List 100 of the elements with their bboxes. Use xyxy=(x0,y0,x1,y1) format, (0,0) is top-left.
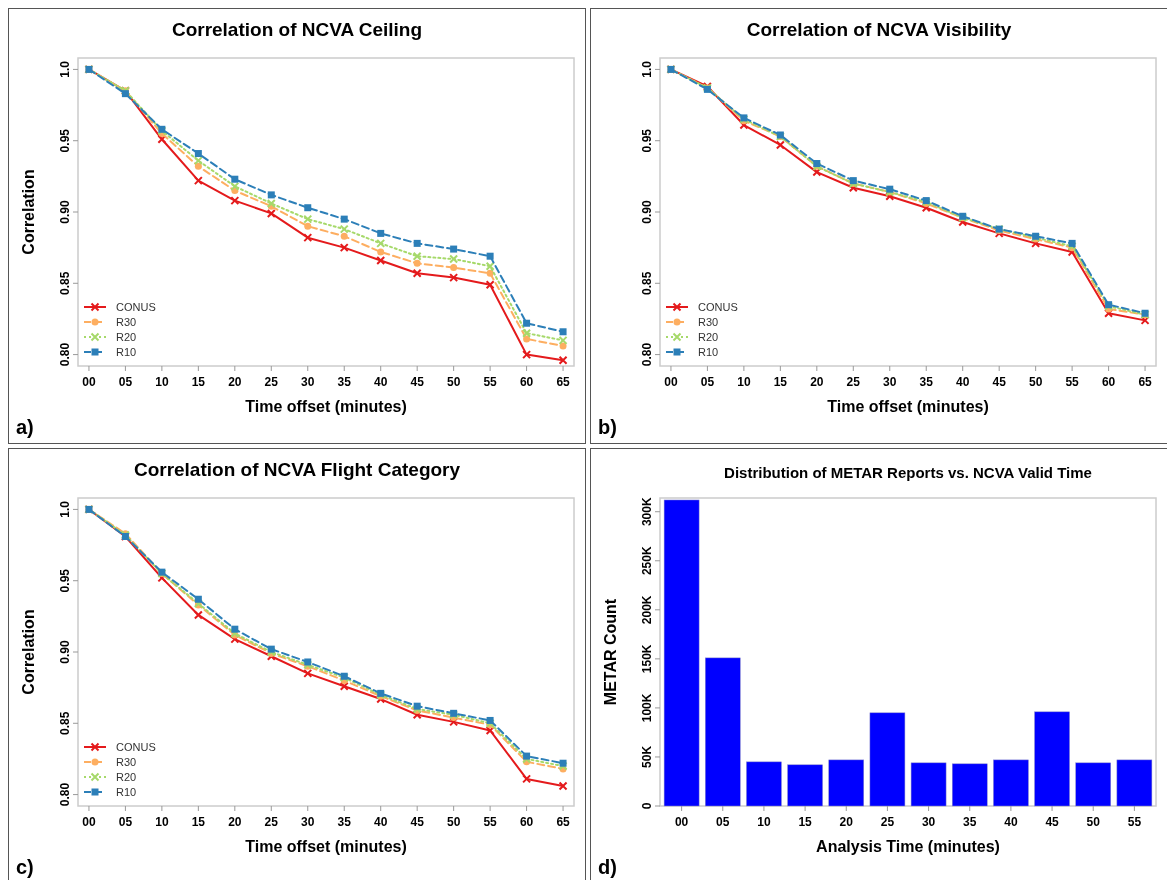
x-tick-label: 50 xyxy=(446,815,461,829)
chart-title: Correlation of NCVA Visibility xyxy=(746,19,1012,40)
x-tick-label: 05 xyxy=(700,375,715,389)
x-tick-label: 40 xyxy=(956,375,970,389)
y-tick-label: 0.95 xyxy=(58,128,72,153)
y-tick-label: 0.90 xyxy=(58,200,72,224)
x-tick-label: 20 xyxy=(810,375,824,389)
legend-label: R20 xyxy=(698,331,719,343)
legend-label: CONUS xyxy=(116,741,156,753)
y-tick-label: 0.80 xyxy=(58,342,72,367)
text: a) xyxy=(16,416,34,438)
x-tick-label: 65 xyxy=(556,815,571,829)
y-tick-label: 0.95 xyxy=(58,568,72,593)
x-tick-label: 00 xyxy=(664,375,678,389)
x-tick-label: 05 xyxy=(716,815,730,829)
x-tick-label: 15 xyxy=(191,815,206,829)
x-tick-label: 35 xyxy=(963,815,977,829)
x-tick-label: 10 xyxy=(155,815,169,829)
y-tick-label: 0.90 xyxy=(640,200,654,224)
x-tick-label: 45 xyxy=(410,815,425,829)
x-tick-label: 65 xyxy=(556,375,571,389)
y-tick-label: 0 xyxy=(640,802,654,810)
y-tick-label: 0.85 xyxy=(640,271,654,295)
legend-label: R30 xyxy=(116,756,137,768)
y-tick-label: 100K xyxy=(640,693,654,723)
x-tick-label: 00 xyxy=(674,815,689,829)
x-tick-label: 25 xyxy=(880,815,895,829)
x-tick-label: 20 xyxy=(228,375,242,389)
legend-label: R10 xyxy=(116,786,137,798)
x-tick-label: 25 xyxy=(846,375,861,389)
y-tick-label: 250K xyxy=(640,546,654,576)
x-tick-label: 10 xyxy=(757,815,771,829)
x-tick-label: 55 xyxy=(1127,815,1142,829)
x-tick-label: 40 xyxy=(1004,815,1018,829)
x-tick-label: 25 xyxy=(264,375,279,389)
legend-label: CONUS xyxy=(698,301,738,313)
x-tick-label: 35 xyxy=(337,375,352,389)
x-tick-label: 05 xyxy=(118,375,133,389)
y-tick-label: 150K xyxy=(640,644,654,674)
y-axis-title: Correlation xyxy=(20,169,37,255)
text: d) xyxy=(598,856,617,878)
legend-label: R10 xyxy=(698,346,719,358)
x-tick-label: 30 xyxy=(883,375,897,389)
x-tick-label: 10 xyxy=(737,375,751,389)
x-tick-label: 50 xyxy=(1028,375,1043,389)
y-tick-label: 1.0 xyxy=(58,60,72,78)
x-tick-label: 00 xyxy=(82,375,96,389)
y-tick-label: 0.95 xyxy=(640,128,654,153)
text: c) xyxy=(16,856,34,878)
y-axis-title: METAR Count xyxy=(602,598,619,706)
x-tick-label: 20 xyxy=(839,815,854,829)
x-axis-title: Analysis Time (minutes) xyxy=(816,838,1000,855)
x-tick-label: 25 xyxy=(264,815,279,829)
x-tick-label: 65 xyxy=(1138,375,1153,389)
x-tick-label: 15 xyxy=(798,815,813,829)
chart-title: Correlation of NCVA Flight Category xyxy=(133,459,461,480)
legend-label: R30 xyxy=(698,316,719,328)
x-tick-label: 55 xyxy=(483,815,498,829)
x-tick-label: 15 xyxy=(773,375,788,389)
x-axis-title: Time offset (minutes) xyxy=(245,398,407,415)
x-tick-label: 30 xyxy=(301,375,315,389)
chart-title: Distribution of METAR Reports vs. NCVA Valid Time xyxy=(724,464,1092,481)
x-tick-label: 55 xyxy=(1065,375,1080,389)
x-tick-label: 20 xyxy=(228,815,242,829)
legend-label: R30 xyxy=(116,316,137,328)
x-tick-label: 60 xyxy=(519,815,534,829)
y-tick-label: 300K xyxy=(640,497,654,527)
x-tick-label: 30 xyxy=(921,815,936,829)
x-tick-label: 35 xyxy=(337,815,352,829)
legend-label: R10 xyxy=(116,346,137,358)
x-axis-title: Time offset (minutes) xyxy=(245,838,407,855)
x-tick-label: 05 xyxy=(118,815,133,829)
x-tick-label: 50 xyxy=(1086,815,1101,829)
y-tick-label: 0.85 xyxy=(58,271,72,295)
y-axis-title: Correlation xyxy=(20,609,37,695)
chart-title: Correlation of NCVA Ceiling xyxy=(171,19,423,40)
x-tick-label: 45 xyxy=(1045,815,1060,829)
y-tick-label: 0.80 xyxy=(640,342,654,367)
text: b) xyxy=(598,416,617,438)
x-tick-label: 45 xyxy=(410,375,425,389)
x-tick-label: 30 xyxy=(301,815,315,829)
x-tick-label: 40 xyxy=(374,815,388,829)
x-tick-label: 60 xyxy=(519,375,534,389)
y-tick-label: 1.0 xyxy=(640,60,654,78)
x-tick-label: 35 xyxy=(919,375,934,389)
legend-label: CONUS xyxy=(116,301,156,313)
y-tick-label: 0.80 xyxy=(58,782,72,807)
x-tick-label: 00 xyxy=(82,815,96,829)
x-axis-title: Time offset (minutes) xyxy=(827,398,989,415)
x-tick-label: 50 xyxy=(446,375,461,389)
y-tick-label: 0.90 xyxy=(58,640,72,664)
y-tick-label: 0.85 xyxy=(58,711,72,735)
y-tick-label: 200K xyxy=(640,595,654,625)
x-tick-label: 40 xyxy=(374,375,388,389)
x-tick-label: 15 xyxy=(191,375,206,389)
y-tick-label: 50K xyxy=(640,745,654,768)
y-tick-label: 1.0 xyxy=(58,500,72,518)
x-tick-label: 10 xyxy=(155,375,169,389)
x-tick-label: 60 xyxy=(1101,375,1116,389)
x-tick-label: 55 xyxy=(483,375,498,389)
